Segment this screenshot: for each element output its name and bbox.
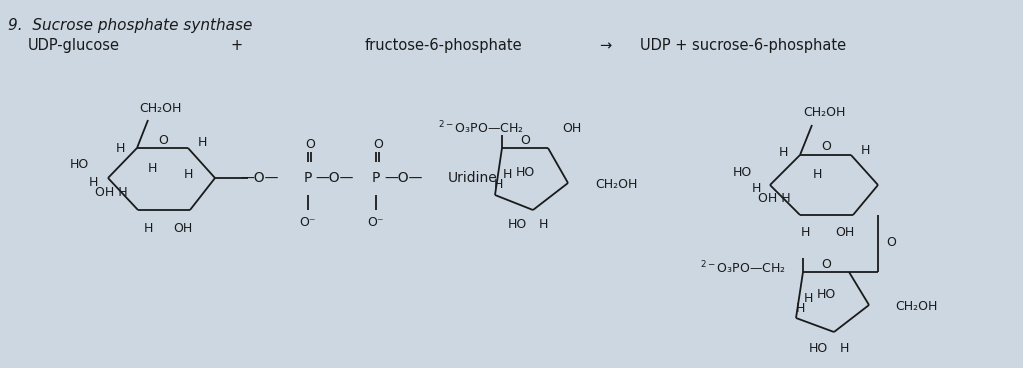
- Text: O: O: [886, 236, 896, 248]
- Text: HO: HO: [732, 166, 752, 178]
- Text: O: O: [520, 134, 530, 146]
- Text: 9.  Sucrose phosphate synthase: 9. Sucrose phosphate synthase: [8, 18, 253, 33]
- Text: HO: HO: [808, 342, 828, 354]
- Text: H: H: [493, 178, 502, 191]
- Text: OH H: OH H: [758, 191, 791, 205]
- Text: O: O: [305, 138, 315, 151]
- Text: O⁻: O⁻: [300, 216, 316, 229]
- Text: H: H: [538, 219, 547, 231]
- Text: H: H: [502, 169, 512, 181]
- Text: OH: OH: [173, 222, 192, 234]
- Text: H: H: [812, 169, 821, 181]
- Text: →: →: [599, 38, 612, 53]
- Text: —O—: —O—: [316, 171, 354, 185]
- Text: $^{2-}$O₃PO—CH₂: $^{2-}$O₃PO—CH₂: [438, 120, 524, 136]
- Text: CH₂OH: CH₂OH: [895, 301, 937, 314]
- Text: CH₂OH: CH₂OH: [595, 178, 637, 191]
- Text: H: H: [795, 301, 805, 315]
- Text: CH₂OH: CH₂OH: [803, 106, 845, 120]
- Text: O: O: [159, 134, 168, 146]
- Text: $^{2-}$O₃PO—CH₂: $^{2-}$O₃PO—CH₂: [700, 260, 786, 276]
- Text: —O—: —O—: [385, 171, 424, 185]
- Text: UDP-glucose: UDP-glucose: [28, 38, 120, 53]
- Text: H: H: [803, 291, 812, 304]
- Text: H: H: [116, 142, 125, 155]
- Text: P: P: [304, 171, 312, 185]
- Text: H: H: [839, 342, 849, 354]
- Text: HO: HO: [507, 219, 527, 231]
- Text: O: O: [821, 258, 831, 270]
- Text: H: H: [88, 176, 97, 188]
- Text: O: O: [373, 138, 383, 151]
- Text: +: +: [230, 38, 242, 53]
- Text: P: P: [371, 171, 381, 185]
- Text: —O—: —O—: [240, 171, 279, 185]
- Text: fructose-6-phosphate: fructose-6-phosphate: [365, 38, 523, 53]
- Text: Uridine: Uridine: [448, 171, 498, 185]
- Text: HO: HO: [516, 166, 535, 180]
- Text: H: H: [779, 146, 788, 159]
- Text: H: H: [147, 162, 157, 174]
- Text: HO: HO: [70, 159, 89, 171]
- Text: UDP + sucrose-6-phosphate: UDP + sucrose-6-phosphate: [640, 38, 846, 53]
- Text: O: O: [821, 141, 831, 153]
- Text: OH H: OH H: [95, 185, 128, 198]
- Text: H: H: [751, 181, 761, 195]
- Text: O⁻: O⁻: [367, 216, 385, 229]
- Text: OH: OH: [836, 226, 854, 238]
- Text: H: H: [800, 226, 809, 238]
- Text: H: H: [143, 222, 152, 234]
- Text: H: H: [860, 145, 870, 158]
- Text: OH: OH: [563, 121, 582, 134]
- Text: H: H: [183, 169, 192, 181]
- Text: HO: HO: [816, 289, 836, 301]
- Text: CH₂OH: CH₂OH: [139, 102, 181, 114]
- Text: H: H: [197, 135, 207, 149]
